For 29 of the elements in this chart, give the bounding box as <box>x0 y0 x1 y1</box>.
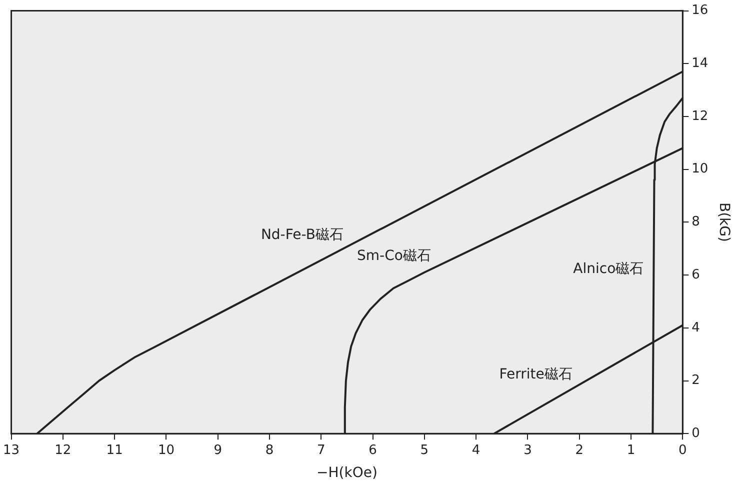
x-tick-label: 0 <box>678 442 687 458</box>
y-tick-label: 8 <box>692 214 700 230</box>
x-tick-label: 4 <box>472 442 480 458</box>
x-tick-label: 9 <box>214 442 222 458</box>
x-axis-title: −H(kOe) <box>316 465 378 482</box>
series-label: Sm-Co磁石 <box>356 248 431 264</box>
y-tick-label: 14 <box>692 56 708 72</box>
x-tick-label: 5 <box>420 442 429 458</box>
x-tick-label: 8 <box>265 442 274 458</box>
series-label: Nd-Fe-B磁石 <box>260 226 344 243</box>
x-tick-label: 2 <box>575 442 584 458</box>
y-axis-title: B(kG) <box>716 202 732 242</box>
x-tick-label: 6 <box>368 442 377 458</box>
y-tick-label: 6 <box>692 267 700 282</box>
x-tick-label: 12 <box>54 442 72 458</box>
y-tick-label: 12 <box>692 108 708 124</box>
x-tick-label: 10 <box>158 442 174 458</box>
x-tick-label: 13 <box>3 442 20 458</box>
x-tick-label: 1 <box>626 442 636 458</box>
y-tick-label: 4 <box>692 320 700 336</box>
x-tick-label: 3 <box>524 442 532 458</box>
y-tick-label: 16 <box>692 3 708 18</box>
y-tick-label: 10 <box>692 162 708 177</box>
x-tick-label: 11 <box>106 442 123 458</box>
series-label: Ferrite磁石 <box>499 366 572 383</box>
y-tick-label: 0 <box>692 426 700 441</box>
x-tick-label: 7 <box>317 442 326 458</box>
series-label: Alnico磁石 <box>573 260 644 277</box>
y-tick-label: 2 <box>692 373 700 388</box>
